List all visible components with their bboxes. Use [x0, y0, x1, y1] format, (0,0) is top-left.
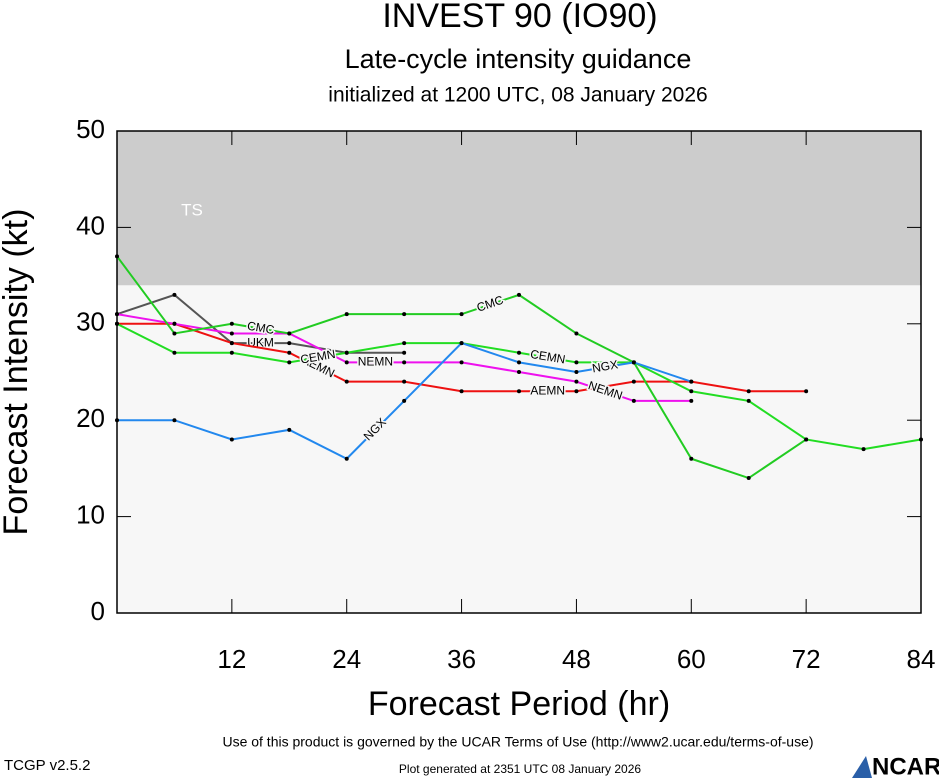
data-point [172, 331, 177, 336]
data-point [804, 437, 809, 442]
data-point [689, 379, 694, 384]
data-point [919, 437, 923, 442]
data-point [517, 292, 521, 297]
data-point [172, 350, 177, 355]
data-point [402, 341, 407, 346]
data-point [172, 321, 177, 326]
data-point [115, 321, 119, 326]
x-axis-label: Forecast Period (hr) [368, 685, 670, 723]
data-point [689, 389, 694, 394]
data-point [517, 360, 521, 365]
logo-mark [852, 756, 872, 778]
data-point [517, 350, 521, 355]
data-point [746, 398, 751, 403]
data-point [517, 370, 521, 374]
data-point [229, 437, 234, 442]
data-point [344, 312, 349, 317]
data-point [689, 398, 694, 403]
data-point [344, 350, 349, 355]
footer-logo: NCAR [872, 753, 939, 780]
series-label: NGX [591, 357, 619, 375]
data-point [517, 389, 521, 394]
footer-terms: Use of this product is governed by the U… [222, 734, 813, 750]
data-point [402, 379, 407, 384]
data-point [631, 379, 636, 384]
data-point [287, 427, 292, 432]
y-tick-label: 20 [76, 403, 105, 433]
data-point [689, 456, 694, 461]
data-point [287, 350, 292, 355]
data-point [574, 331, 579, 336]
data-point [172, 292, 177, 297]
data-point [287, 331, 292, 336]
data-point [115, 254, 119, 259]
data-point [229, 331, 234, 336]
data-point [344, 379, 349, 384]
data-point [746, 389, 751, 394]
chart-title: INVEST 90 (IO90) [382, 0, 657, 35]
data-point [402, 398, 407, 403]
series-label: AEMN [530, 383, 565, 397]
data-point [229, 341, 234, 346]
data-point [574, 379, 579, 384]
data-point [574, 370, 579, 374]
data-point [287, 360, 292, 365]
data-point [631, 360, 636, 365]
x-tick-label: 72 [792, 644, 821, 674]
chart-subtitle: Late-cycle intensity guidance [345, 44, 692, 74]
x-tick-label: 36 [447, 644, 476, 674]
y-tick-label: 40 [76, 210, 105, 240]
data-point [459, 389, 464, 394]
data-point [631, 398, 636, 403]
data-point [459, 341, 464, 346]
data-point [804, 389, 809, 394]
data-point [861, 447, 866, 452]
data-point [402, 350, 407, 355]
series-label: NEMN [358, 355, 393, 369]
data-point [402, 312, 407, 317]
chart-subtitle: initialized at 1200 UTC, 08 January 2026 [328, 84, 707, 107]
x-tick-label: 48 [562, 644, 591, 674]
series-line [116, 293, 405, 354]
series-label: CMC [246, 319, 276, 337]
x-tick-label: 60 [677, 644, 706, 674]
y-tick-label: 50 [76, 114, 105, 144]
data-point [287, 341, 292, 346]
footer-version: TCGP v2.5.2 [4, 757, 90, 774]
plot-frame [116, 130, 922, 614]
data-point [344, 456, 349, 461]
data-point [574, 389, 579, 394]
data-point [402, 360, 407, 365]
band-label: TS [181, 200, 203, 219]
data-point [459, 360, 464, 365]
footer-generated: Plot generated at 2351 UTC 08 January 20… [399, 762, 641, 776]
data-point [115, 312, 119, 317]
x-tick-label: 24 [332, 644, 361, 674]
y-axis-label: Forecast Intensity (kt) [0, 209, 35, 536]
x-tick-label: 12 [217, 644, 246, 674]
data-point [229, 321, 234, 326]
x-tick-label: 84 [907, 644, 936, 674]
data-point [746, 476, 751, 481]
data-point [344, 360, 349, 365]
intensity-band [117, 131, 921, 286]
data-point [115, 418, 119, 423]
y-tick-label: 0 [91, 596, 105, 626]
data-point [172, 418, 177, 423]
data-point [574, 360, 579, 365]
data-point [229, 350, 234, 355]
y-tick-label: 30 [76, 307, 105, 337]
data-point [459, 312, 464, 317]
y-tick-label: 10 [76, 499, 105, 529]
